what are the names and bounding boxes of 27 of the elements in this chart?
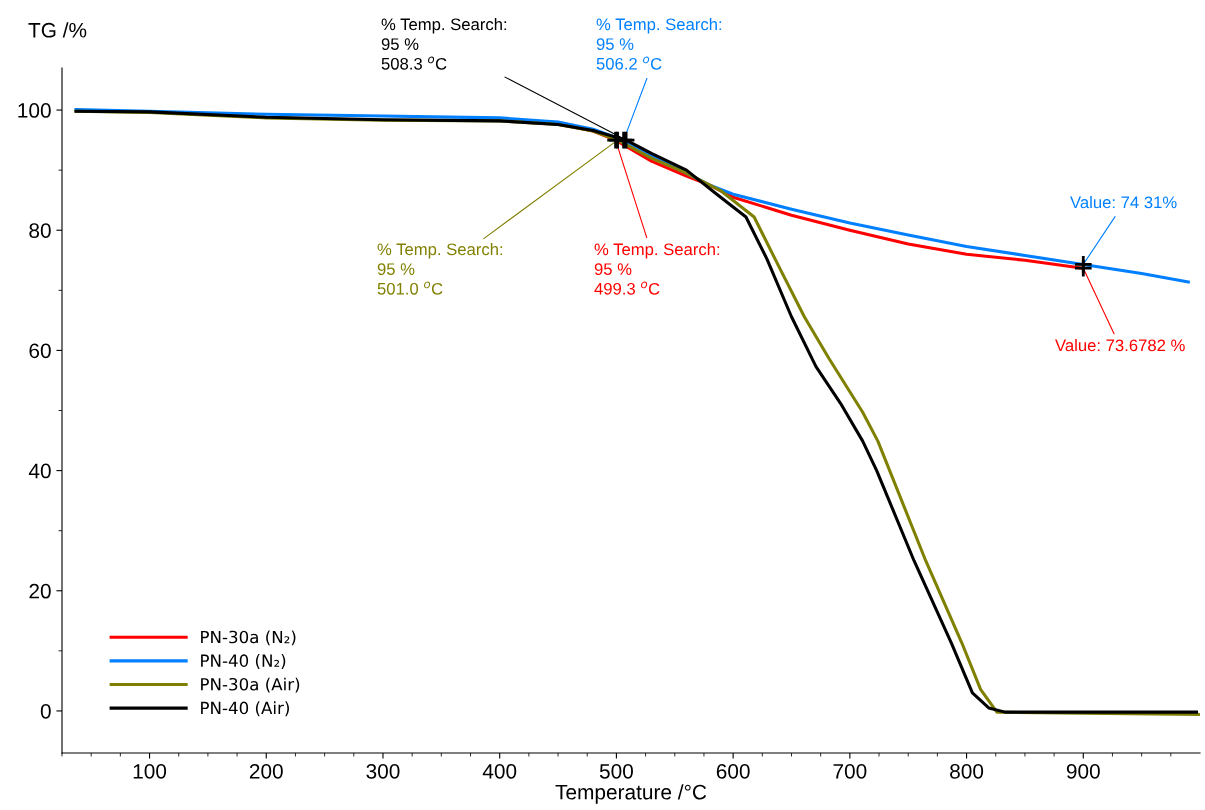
legend-label: PN-40 (Air): [201, 701, 289, 717]
x-tick-label: 700: [833, 763, 867, 779]
y-tick-label: 40: [28, 463, 51, 479]
x-tick-label: 100: [133, 763, 167, 779]
x-tick-label: 200: [249, 763, 283, 779]
annotation: % Temp. Search: 95 % 506.2 $^{o}$C: [596, 18, 722, 70]
annotation: % Temp. Search: 95 % 501.0 $^{o}$C: [377, 243, 503, 295]
legend-label: PN-30a (Air): [201, 677, 300, 693]
x-tick-label: 800: [950, 763, 984, 779]
y-tick-label: 60: [29, 343, 51, 359]
x-tick-label: 400: [482, 763, 517, 779]
x-tick-label: 500: [599, 763, 633, 779]
x-tick-label: 900: [1066, 763, 1100, 779]
y-tick-label: 100: [18, 103, 51, 118]
annotation: % Temp. Search: 95 % 499.3 $^{o}$C: [594, 243, 720, 295]
y-axis-title: TG /%: [28, 22, 87, 38]
y-tick-label: 80: [29, 223, 51, 238]
annotation: % Temp. Search: 95 % 508.3 $^{o}$C: [381, 18, 507, 70]
y-tick-label: 0: [40, 703, 51, 719]
x-tick-label: 300: [366, 763, 400, 779]
legend-label: PN-30a (N₂): [201, 630, 296, 646]
annotation: Value: 73.6782 %: [1055, 339, 1185, 352]
legend-label: PN-40 (N₂): [201, 654, 286, 669]
x-axis-title: Temperature /°C: [555, 784, 707, 804]
x-tick-label: 600: [716, 763, 750, 779]
annotation: Value: 74 31%: [1070, 196, 1177, 209]
y-tick-label: 20: [29, 583, 51, 599]
